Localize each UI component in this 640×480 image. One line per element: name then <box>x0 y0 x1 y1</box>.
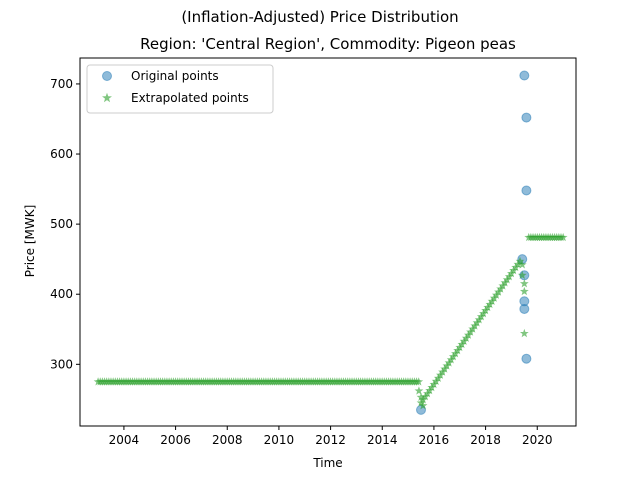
original-point <box>519 303 530 314</box>
y-tick-label: 400 <box>50 287 73 301</box>
x-tick-label: 2014 <box>367 433 398 447</box>
legend: Original points Extrapolated points <box>86 64 274 114</box>
x-tick-label: 2012 <box>315 433 346 447</box>
extrapolated-point <box>416 392 426 401</box>
x-tick-label: 2016 <box>419 433 450 447</box>
extrapolated-point <box>519 279 529 288</box>
extrapolated-point <box>519 328 529 338</box>
y-axis-label: Price [MWK] <box>23 205 37 278</box>
extrapolated-series <box>93 232 568 410</box>
legend-extrapolated-label: Extrapolated points <box>131 91 249 105</box>
original-point <box>521 112 532 123</box>
extrapolated-point <box>414 386 424 395</box>
legend-original-label: Original points <box>131 69 219 83</box>
x-tick-label: 2018 <box>470 433 501 447</box>
extrapolated-point <box>517 260 527 269</box>
chart-suptitle: (Inflation-Adjusted) Price Distribution <box>181 8 458 26</box>
x-tick-label: 2006 <box>160 433 191 447</box>
y-tick-label: 300 <box>50 357 73 371</box>
plot-frame <box>79 57 577 427</box>
chart-title: Region: 'Central Region', Commodity: Pig… <box>140 35 516 53</box>
original-point <box>521 185 532 196</box>
legend-extrapolated-marker <box>102 92 112 103</box>
original-point <box>521 353 532 364</box>
original-series <box>416 70 532 415</box>
y-tick-label: 500 <box>50 217 73 231</box>
x-tick-label: 2004 <box>109 433 140 447</box>
extrapolated-point <box>515 256 525 265</box>
legend-frame <box>86 64 274 114</box>
extrapolated-point <box>418 401 428 410</box>
legend-original-marker <box>102 71 112 81</box>
extrapolated-point <box>414 377 424 386</box>
x-axis-label: Time <box>312 456 342 470</box>
y-tick-label: 700 <box>50 77 73 91</box>
extrapolated-point <box>558 232 568 242</box>
plot-area <box>93 70 568 415</box>
x-tick-label: 2008 <box>212 433 243 447</box>
y-tick-label: 600 <box>50 147 73 161</box>
axis-ticks: 2004 2006 2008 2010 2012 2014 2016 2018 2020 300 4… <box>50 77 552 447</box>
x-tick-label: 2020 <box>522 433 553 447</box>
original-point <box>519 70 530 81</box>
extrapolated-point <box>517 270 527 280</box>
x-tick-label: 2010 <box>264 433 295 447</box>
extrapolated-point <box>519 286 529 296</box>
